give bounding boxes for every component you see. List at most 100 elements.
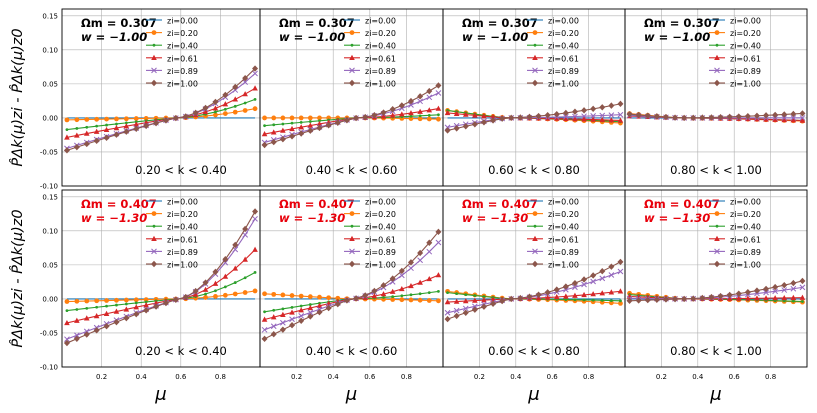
omega-label: Ωm = 0.407 (644, 197, 720, 211)
point-zi=0.40 (105, 123, 108, 127)
point-zi=1.00 (279, 135, 286, 143)
legend-label: zi=1.00 (365, 80, 396, 89)
point-zi=1.00 (143, 122, 150, 130)
point-zi=0.40 (223, 285, 227, 289)
point-zi=0.20 (232, 109, 238, 115)
legend-marker (532, 79, 538, 87)
point-zi=1.00 (172, 114, 179, 122)
point-zi=0.20 (408, 297, 414, 303)
point-zi=0.61 (123, 306, 130, 312)
point-zi=0.61 (563, 115, 569, 122)
point-zi=0.40 (204, 292, 207, 296)
point-zi=0.61 (635, 293, 642, 300)
point-zi=0.61 (212, 105, 219, 111)
legend-label: zi=1.00 (167, 80, 198, 89)
point-zi=1.00 (93, 327, 100, 334)
point-zi=1.00 (307, 313, 314, 320)
point-zi=1.00 (744, 112, 751, 120)
point-zi=0.40 (281, 307, 285, 311)
legend-label: zi=0.00 (167, 198, 198, 207)
point-zi=0.20 (317, 294, 322, 300)
point-zi=1.00 (690, 114, 697, 121)
point-zi=0.61 (790, 117, 797, 123)
point-zi=0.61 (726, 295, 733, 301)
point-zi=0.89 (471, 303, 478, 310)
point-zi=0.40 (85, 306, 89, 310)
point-zi=0.61 (781, 294, 788, 301)
point-zi=0.40 (573, 298, 577, 302)
point-zi=1.00 (73, 335, 80, 342)
point-zi=1.00 (599, 268, 606, 275)
point-zi=0.61 (252, 85, 258, 91)
point-zi=0.89 (289, 316, 295, 323)
point-zi=0.20 (618, 300, 623, 306)
point-zi=0.40 (418, 114, 422, 118)
point-zi=1.00 (499, 297, 506, 305)
point-zi=0.61 (307, 122, 314, 128)
legend-marker (532, 211, 538, 217)
k-range-label: 0.60 < k < 0.80 (488, 163, 580, 177)
point-zi=0.61 (280, 311, 286, 317)
point-zi=0.20 (143, 297, 149, 302)
point-zi=0.61 (408, 282, 414, 289)
x-tick-label: 0.4 (136, 373, 148, 381)
point-zi=0.40 (243, 101, 247, 105)
x-tick-label: 0.8 (765, 373, 776, 381)
point-zi=0.89 (73, 332, 80, 339)
legend-label: zi=0.89 (365, 248, 396, 257)
legend-marker (532, 54, 538, 60)
legend-label: zi=0.20 (730, 29, 761, 38)
point-zi=0.61 (64, 319, 70, 326)
point-zi=0.20 (203, 295, 208, 300)
point-zi=1.00 (298, 130, 305, 137)
legend-label: zi=0.40 (548, 42, 579, 51)
legend-marker (151, 67, 157, 74)
legend-label: zi=0.20 (548, 210, 579, 219)
point-zi=0.20 (271, 291, 277, 297)
point-zi=1.00 (279, 326, 286, 333)
point-zi=0.40 (382, 296, 385, 299)
x-tick-label: 0.2 (291, 373, 302, 381)
y-tick-label: -0.10 (40, 183, 58, 191)
point-zi=0.40 (464, 293, 468, 296)
point-zi=0.61 (426, 275, 433, 282)
x-tick-label: 0.6 (547, 373, 559, 381)
point-zi=0.40 (308, 120, 312, 123)
point-zi=0.61 (772, 295, 778, 301)
point-zi=0.40 (418, 292, 422, 296)
y-tick-label: 0.00 (42, 114, 58, 122)
point-zi=0.89 (64, 336, 70, 343)
point-zi=0.40 (124, 121, 128, 125)
point-zi=1.00 (222, 91, 229, 99)
point-zi=0.40 (115, 303, 118, 307)
y-tick-label: 0.10 (42, 227, 58, 235)
point-zi=0.61 (553, 294, 560, 300)
point-zi=1.00 (123, 128, 130, 135)
point-zi=0.61 (745, 295, 751, 301)
legend-marker (151, 30, 157, 35)
point-zi=1.00 (63, 339, 70, 347)
point-zi=0.61 (143, 302, 149, 308)
point-zi=0.40 (115, 122, 118, 126)
point-zi=0.89 (590, 278, 597, 285)
y-axis-label: P̂Δk(μ)zi - P̂Δk(μ)z0 (9, 28, 26, 166)
point-zi=1.00 (453, 312, 460, 320)
legend-label: zi=0.00 (548, 198, 579, 207)
point-zi=0.61 (763, 295, 769, 301)
point-zi=1.00 (93, 137, 100, 145)
point-zi=0.40 (263, 124, 266, 128)
point-zi=0.89 (252, 216, 258, 222)
point-zi=0.40 (124, 302, 128, 306)
point-zi=1.00 (735, 113, 742, 120)
point-zi=0.61 (83, 130, 90, 136)
series-line-zi=0.40 (66, 271, 256, 312)
point-zi=1.00 (508, 114, 515, 122)
point-zi=1.00 (599, 104, 606, 111)
point-zi=0.40 (299, 120, 303, 124)
x-tick-label: 0.8 (583, 373, 594, 381)
point-zi=1.00 (316, 124, 323, 132)
point-zi=0.40 (233, 281, 237, 284)
point-zi=1.00 (362, 292, 369, 299)
point-zi=1.00 (544, 289, 551, 296)
legend-marker (532, 260, 538, 268)
